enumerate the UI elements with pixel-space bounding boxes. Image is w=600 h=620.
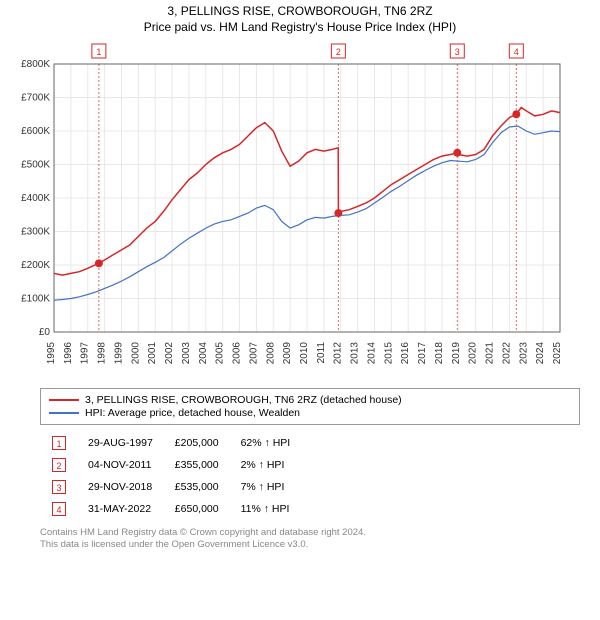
- svg-text:£200K: £200K: [21, 260, 50, 271]
- svg-text:£100K: £100K: [21, 294, 50, 305]
- marker-badge: 2: [52, 458, 66, 472]
- marker-pct: 62% ↑ HPI: [231, 433, 301, 453]
- marker-row: 1 29-AUG-1997£205,00062% ↑ HPI: [42, 433, 300, 453]
- markers-table: 1 29-AUG-1997£205,00062% ↑ HPI 2 04-NOV-201…: [40, 431, 302, 521]
- chart-area: £0 £100K £200K £300K £400K £500K £600K £700K £80…: [8, 40, 568, 380]
- svg-text:4: 4: [514, 47, 519, 57]
- legend-item-hpi: HPI: Average price, detached house, Weal…: [49, 407, 571, 419]
- marker-price: £650,000: [165, 499, 229, 519]
- svg-text:£800K: £800K: [21, 59, 50, 70]
- svg-text:3: 3: [455, 47, 460, 57]
- svg-text:2014: 2014: [366, 342, 377, 365]
- marker-date: 29-NOV-2018: [78, 477, 163, 497]
- svg-text:1: 1: [96, 47, 101, 57]
- title-line-2: Price paid vs. HM Land Registry's House …: [0, 20, 600, 34]
- svg-text:2004: 2004: [198, 342, 209, 365]
- svg-text:2012: 2012: [333, 342, 344, 365]
- svg-text:2024: 2024: [535, 342, 546, 365]
- svg-text:2018: 2018: [434, 342, 445, 365]
- marker-badge: 1: [52, 436, 66, 450]
- footer-line-2: This data is licensed under the Open Gov…: [40, 539, 580, 551]
- svg-text:2015: 2015: [383, 342, 394, 365]
- legend-item-price-paid: 3, PELLINGS RISE, CROWBOROUGH, TN6 2RZ (…: [49, 394, 571, 406]
- svg-text:2003: 2003: [181, 342, 192, 365]
- svg-text:2002: 2002: [164, 342, 175, 365]
- svg-text:2011: 2011: [316, 342, 327, 364]
- svg-text:2013: 2013: [350, 342, 361, 365]
- svg-text:2023: 2023: [518, 342, 529, 365]
- svg-text:2016: 2016: [400, 342, 411, 365]
- marker-date: 31-MAY-2022: [78, 499, 163, 519]
- svg-text:£700K: £700K: [21, 93, 50, 104]
- marker-row: 4 31-MAY-2022£650,00011% ↑ HPI: [42, 499, 300, 519]
- svg-text:2008: 2008: [265, 342, 276, 365]
- svg-text:1999: 1999: [113, 342, 124, 365]
- svg-text:1998: 1998: [97, 342, 108, 365]
- legend-box: 3, PELLINGS RISE, CROWBOROUGH, TN6 2RZ (…: [40, 388, 580, 425]
- svg-text:2025: 2025: [552, 342, 563, 365]
- svg-text:2: 2: [336, 47, 341, 57]
- svg-text:£300K: £300K: [21, 227, 50, 238]
- svg-text:2001: 2001: [147, 342, 158, 365]
- marker-badge: 4: [52, 502, 66, 516]
- marker-price: £205,000: [165, 433, 229, 453]
- marker-pct: 11% ↑ HPI: [231, 499, 301, 519]
- chart-titles: 3, PELLINGS RISE, CROWBOROUGH, TN6 2RZ P…: [0, 0, 600, 34]
- svg-text:2021: 2021: [485, 342, 496, 365]
- svg-text:2005: 2005: [215, 342, 226, 365]
- marker-badge: 3: [52, 480, 66, 494]
- svg-text:£600K: £600K: [21, 126, 50, 137]
- line-chart-svg: £0 £100K £200K £300K £400K £500K £600K £700K £80…: [8, 40, 568, 380]
- legend-label-price-paid: 3, PELLINGS RISE, CROWBOROUGH, TN6 2RZ (…: [85, 394, 402, 406]
- svg-text:2017: 2017: [417, 342, 428, 365]
- marker-pct: 2% ↑ HPI: [231, 455, 301, 475]
- svg-text:2022: 2022: [501, 342, 512, 365]
- marker-price: £355,000: [165, 455, 229, 475]
- title-line-1: 3, PELLINGS RISE, CROWBOROUGH, TN6 2RZ: [0, 4, 600, 18]
- svg-text:2019: 2019: [451, 342, 462, 365]
- marker-price: £535,000: [165, 477, 229, 497]
- footer-attribution: Contains HM Land Registry data © Crown c…: [40, 527, 580, 552]
- svg-text:£400K: £400K: [21, 193, 50, 204]
- svg-text:2000: 2000: [130, 342, 141, 365]
- svg-text:2006: 2006: [232, 342, 243, 365]
- marker-pct: 7% ↑ HPI: [231, 477, 301, 497]
- marker-date: 29-AUG-1997: [78, 433, 163, 453]
- marker-row: 2 04-NOV-2011£355,0002% ↑ HPI: [42, 455, 300, 475]
- svg-text:2009: 2009: [282, 342, 293, 365]
- svg-text:1995: 1995: [46, 342, 57, 365]
- svg-text:1997: 1997: [80, 342, 91, 365]
- legend-swatch-price-paid: [49, 399, 79, 401]
- marker-row: 3 29-NOV-2018£535,0007% ↑ HPI: [42, 477, 300, 497]
- marker-date: 04-NOV-2011: [78, 455, 163, 475]
- svg-text:£0: £0: [39, 327, 51, 338]
- legend-label-hpi: HPI: Average price, detached house, Weal…: [85, 407, 300, 419]
- svg-text:1996: 1996: [63, 342, 74, 365]
- svg-text:£500K: £500K: [21, 160, 50, 171]
- svg-text:2007: 2007: [248, 342, 259, 365]
- svg-text:2010: 2010: [299, 342, 310, 365]
- legend-swatch-hpi: [49, 412, 79, 414]
- svg-text:2020: 2020: [468, 342, 479, 365]
- footer-line-1: Contains HM Land Registry data © Crown c…: [40, 527, 580, 539]
